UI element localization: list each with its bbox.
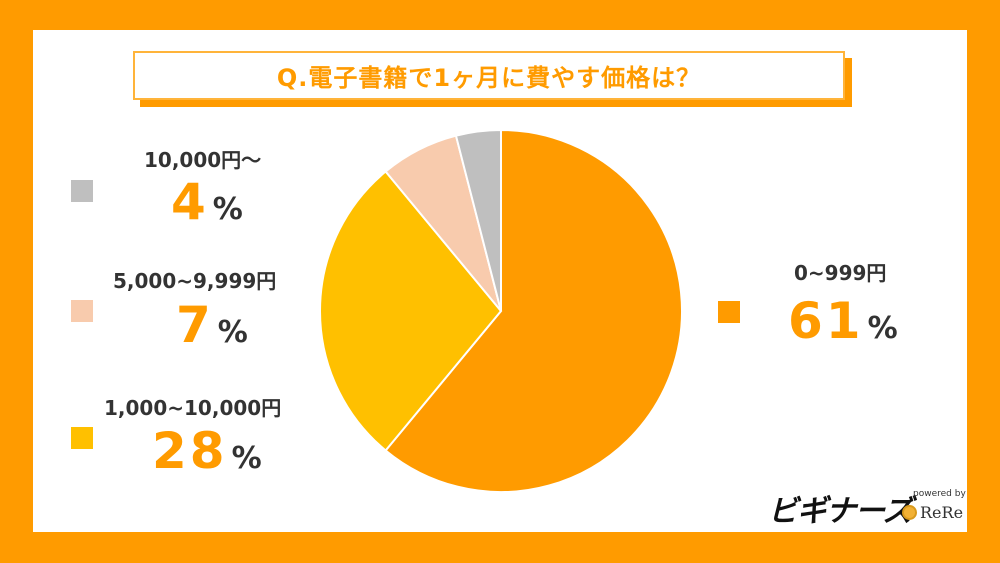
data-label-5000-9999: 7	[176, 296, 214, 354]
data-label-0-999: 61	[788, 292, 864, 350]
chart-title: Q.電子書籍で1ヶ月に費やす価格は？	[133, 51, 845, 100]
brand-logo: ビギナーズ	[768, 494, 912, 529]
flower-icon	[902, 505, 917, 520]
pie-slice-10000-plus	[454, 128, 502, 312]
pie-slice-0-999	[384, 128, 683, 493]
percent-sign: %	[231, 441, 262, 476]
legend-label-5000-9999: 5,000~9,999円	[113, 269, 277, 293]
legend-value-10000-plus: 4%	[171, 173, 243, 231]
legend-value-0-999: 61%	[788, 292, 898, 350]
partner-name: ReRe	[920, 503, 964, 522]
legend-swatch-1000-10000	[71, 427, 93, 449]
legend-swatch-10000-plus	[71, 180, 93, 202]
percent-sign: %	[212, 192, 243, 227]
percent-sign: %	[867, 311, 898, 346]
legend-value-1000-10000: 28%	[152, 422, 262, 480]
partner-logo: ReRe	[902, 503, 963, 522]
legend-label-1000-10000: 1,000~10,000円	[104, 396, 282, 420]
pie-slice-1000-10000	[319, 170, 503, 452]
legend-value-5000-9999: 7%	[176, 296, 248, 354]
percent-sign: %	[217, 315, 248, 350]
data-label-10000-plus: 4	[171, 173, 209, 231]
legend-swatch-0-999	[718, 301, 740, 323]
data-label-1000-10000: 28	[152, 422, 228, 480]
legend-label-10000-plus: 10,000円～	[144, 148, 262, 172]
powered-by-text: powered by	[913, 489, 966, 499]
legend-label-0-999: 0~999円	[794, 261, 887, 285]
legend-swatch-5000-9999	[71, 300, 93, 322]
